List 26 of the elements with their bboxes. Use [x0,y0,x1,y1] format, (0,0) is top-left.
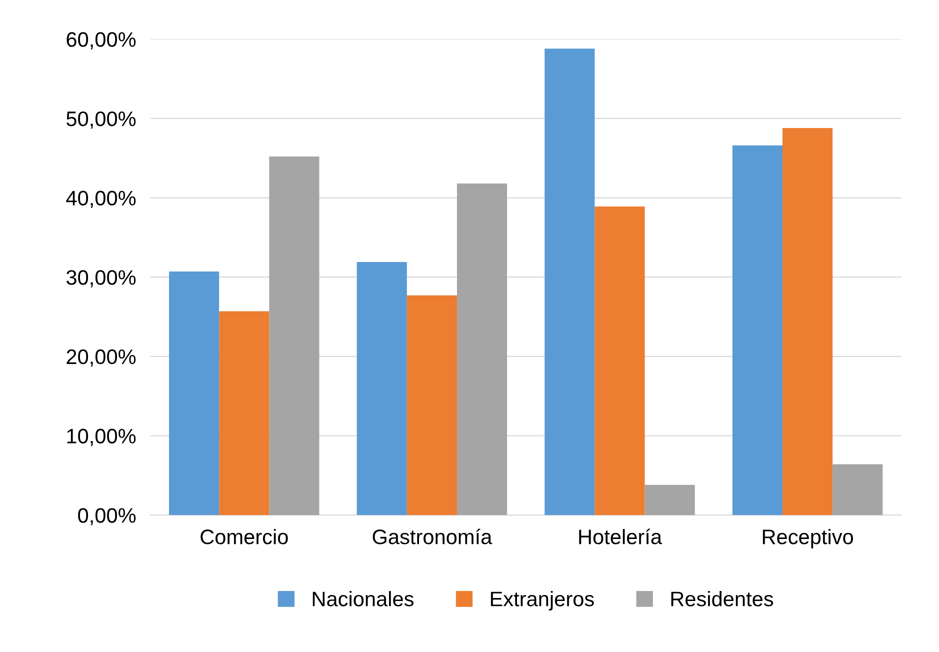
x-tick-label: Gastronomía [372,528,492,544]
bar [456,183,508,516]
bar [219,311,270,516]
bar [544,48,595,516]
y-tick-label: 10,00% [67,428,136,446]
y-tick-label: 40,00% [66,190,136,208]
bar [644,484,695,516]
legend-label: Nacionales [312,591,414,606]
bar [169,272,220,516]
bar [406,295,457,516]
bar [269,156,320,516]
bar [732,145,782,516]
x-tick-label: Receptivo [762,528,853,548]
bar [356,262,407,516]
bar [832,464,883,516]
bar [594,206,645,516]
y-tick-label: 30,00% [66,270,136,288]
y-tick-label: 50,00% [66,111,136,129]
y-tick-label: 20,00% [66,349,136,367]
y-tick-label: 60,00% [66,32,136,50]
x-tick-label: Hotelería [579,528,662,544]
legend-label: Residentes [671,591,774,606]
legend-label: Extranjeros [490,591,594,610]
x-tick-label: Comercio [200,528,288,544]
y-tick-label: 0,00% [78,508,136,526]
bar [782,128,833,516]
